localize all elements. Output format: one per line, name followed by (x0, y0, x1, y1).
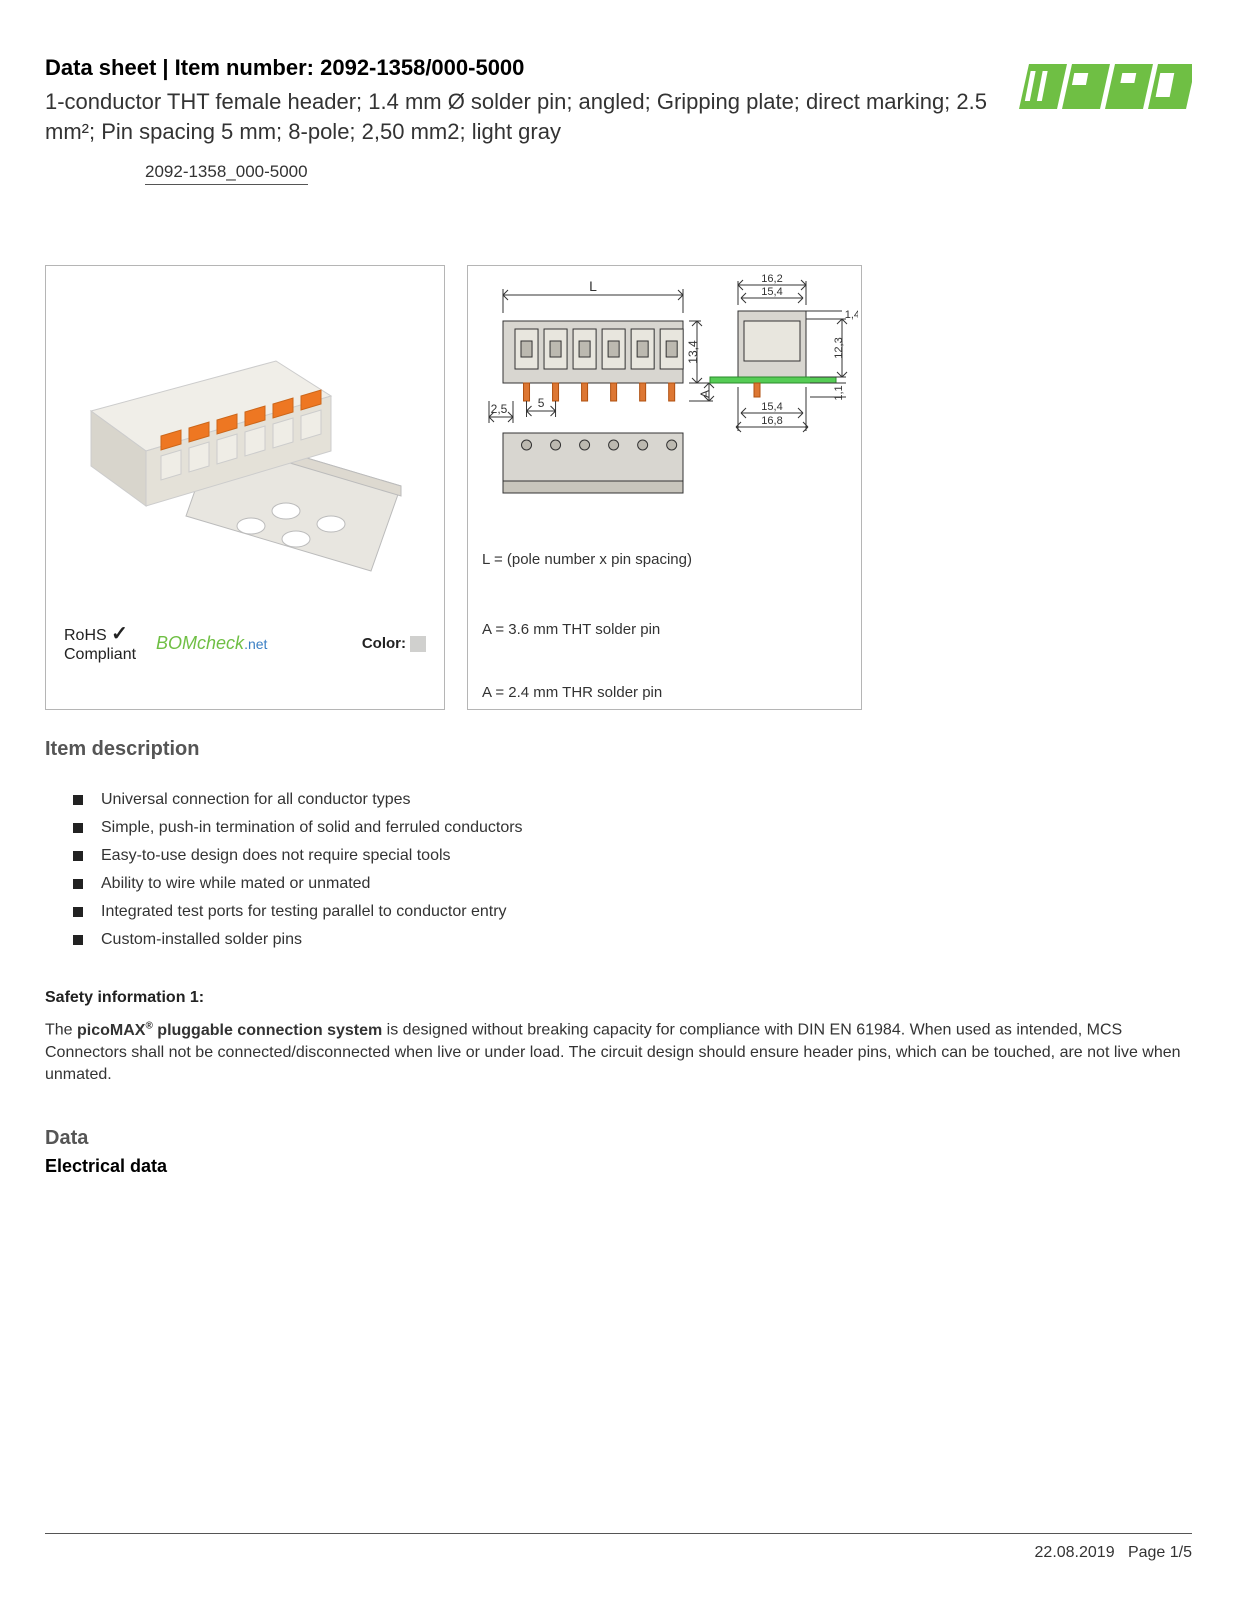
product-isometric-drawing (66, 291, 426, 581)
datasheet-subtitle: 1-conductor THT female header; 1.4 mm Ø … (45, 87, 997, 146)
svg-text:16,2: 16,2 (761, 273, 782, 285)
svg-text:2,5: 2,5 (491, 402, 508, 416)
svg-text:1,1: 1,1 (833, 386, 845, 401)
svg-text:L: L (589, 278, 597, 294)
list-item: Universal connection for all conductor t… (73, 791, 1192, 809)
part-number-link[interactable]: 2092-1358_000-5000 (145, 162, 308, 185)
list-item: Simple, push-in termination of solid and… (73, 819, 1192, 837)
list-item: Custom-installed solder pins (73, 931, 1192, 949)
safety-heading: Safety information 1: (45, 989, 1192, 1007)
dimension-drawing-panel: L2,5513,4A16,215,41,412,31,115,416,8 L =… (467, 265, 862, 710)
item-description-heading: Item description (45, 738, 1192, 761)
svg-text:12,3: 12,3 (833, 338, 845, 359)
rohs-compliant-label: RoHS ✓ Compliant (64, 623, 136, 664)
svg-text:15,4: 15,4 (761, 401, 782, 413)
footer-text: 22.08.2019 Page 1/5 (45, 1544, 1192, 1562)
dimension-note: A = 2.4 mm THR solder pin (482, 684, 662, 701)
safety-text: The picoMAX® pluggable connection system… (45, 1019, 1192, 1087)
list-item: Ability to wire while mated or unmated (73, 875, 1192, 893)
dimension-note: A = 3.6 mm THT solder pin (482, 621, 660, 638)
color-label: Color: (362, 635, 426, 652)
svg-text:1,4: 1,4 (845, 309, 858, 321)
electrical-data-heading: Electrical data (45, 1156, 1192, 1177)
list-item: Integrated test ports for testing parall… (73, 903, 1192, 921)
color-swatch (410, 636, 426, 652)
datasheet-title: Data sheet | Item number: 2092-1358/000-… (45, 55, 997, 81)
checkmark-icon: ✓ (111, 623, 128, 645)
wago-logo (1017, 59, 1192, 114)
dimension-note: L = (pole number x pin spacing) (482, 551, 692, 568)
data-heading: Data (45, 1127, 1192, 1150)
item-description-list: Universal connection for all conductor t… (73, 791, 1192, 949)
dimension-drawing: L2,5513,4A16,215,41,412,31,115,416,8 (473, 271, 858, 536)
product-image-panel: RoHS ✓ Compliant BOMcheck.net Color: (45, 265, 445, 710)
svg-text:A: A (698, 390, 712, 398)
svg-text:5: 5 (538, 396, 545, 410)
svg-text:15,4: 15,4 (761, 286, 782, 298)
svg-text:16,8: 16,8 (761, 415, 782, 427)
svg-text:13,4: 13,4 (686, 340, 700, 364)
list-item: Easy-to-use design does not require spec… (73, 847, 1192, 865)
bomcheck-logo: BOMcheck.net (156, 633, 267, 654)
footer-rule (45, 1533, 1192, 1534)
